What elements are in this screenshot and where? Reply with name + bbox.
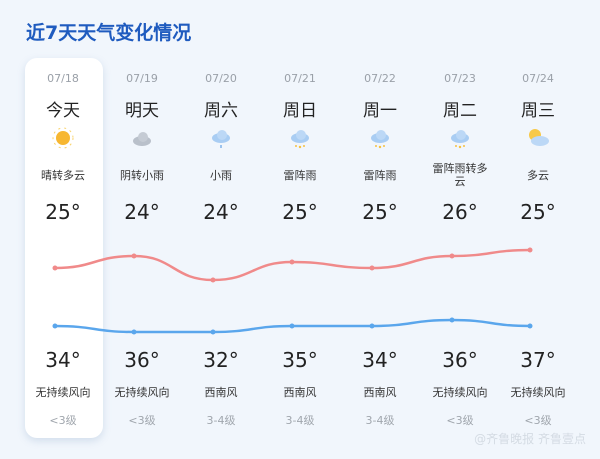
wind-level: <3级 (524, 414, 552, 427)
wind-level: 3-4级 (206, 414, 236, 427)
weather-description: 多云 (498, 158, 578, 192)
weekday-label: 明天 (125, 101, 159, 121)
high-temperature: 37° (520, 348, 556, 372)
thunderstorm-icon (291, 130, 309, 149)
high-temp-point (210, 277, 216, 283)
wind-level: <3级 (446, 414, 474, 427)
weekday-label: 周六 (204, 101, 238, 121)
weather-description-text: 小雨 (210, 168, 232, 182)
date-label: 07/18 (47, 72, 79, 85)
wind-direction: 无持续风向 (114, 386, 170, 399)
weekday-label: 周一 (363, 101, 397, 121)
high-temperature: 35° (282, 348, 318, 372)
high-temperature: 36° (442, 348, 478, 372)
high-temperature: 36° (124, 348, 160, 372)
wind-level: 3-4级 (365, 414, 395, 427)
date-label: 07/20 (205, 72, 237, 85)
weather-description: 雷阵雨 (340, 158, 420, 192)
low-temperature: 26° (442, 200, 478, 224)
wind-level: <3级 (49, 414, 77, 427)
date-label: 07/23 (444, 72, 476, 85)
date-label: 07/24 (522, 72, 554, 85)
weather-description-text: 雷阵雨 (283, 168, 317, 182)
low-temperature: 25° (362, 200, 398, 224)
low-temp-point (527, 323, 533, 329)
low-temperature: 24° (203, 200, 239, 224)
weather-description: 小雨 (181, 158, 261, 192)
low-temperature: 24° (124, 200, 160, 224)
watermark: @齐鲁晚报 齐鲁壹点 (474, 432, 586, 446)
low-temp-point (52, 323, 58, 329)
weather-description: 阴转小雨 (102, 158, 182, 192)
high-temp-point (52, 265, 58, 271)
weather-description-text: 阴转小雨 (120, 168, 164, 182)
high-temp-point (449, 253, 455, 259)
weekday-label: 周二 (443, 101, 477, 121)
weather-description: 雷阵雨 (260, 158, 340, 192)
weather-description-text: 雷阵雨转多云 (432, 162, 488, 188)
partly-cloudy-icon (529, 129, 549, 146)
wind-direction: 无持续风向 (432, 386, 488, 399)
overcast-icon (133, 132, 151, 146)
high-temp-point (369, 265, 375, 271)
high-temp-point (131, 253, 137, 259)
low-temp-point (289, 323, 295, 329)
high-temperature: 34° (362, 348, 398, 372)
low-temp-point (369, 323, 375, 329)
wind-direction: 无持续风向 (510, 386, 566, 399)
wind-direction: 西南风 (283, 386, 317, 399)
day-column[interactable]: 07/18 今天 晴转多云 25° 34° 无持续风向 <3级 (23, 58, 103, 438)
thunderstorm-icon (451, 130, 469, 149)
low-temperature: 25° (520, 200, 556, 224)
day-column[interactable]: 07/24 周三 多云 25° 37° 无持续风向 <3级 (498, 58, 578, 438)
wind-level: <3级 (128, 414, 156, 427)
date-label: 07/22 (364, 72, 396, 85)
weather-description-text: 晴转多云 (41, 168, 85, 182)
wind-direction: 无持续风向 (35, 386, 91, 399)
low-temperature: 25° (45, 200, 81, 224)
today-highlight-card (25, 58, 103, 438)
high-temp-point (527, 247, 533, 253)
wind-direction: 西南风 (204, 386, 238, 399)
low-temperature: 25° (282, 200, 318, 224)
weekday-label: 今天 (46, 101, 80, 121)
low-temp-point (131, 329, 137, 335)
low-temp-point (210, 329, 216, 335)
thunderstorm-icon (371, 130, 389, 149)
day-column[interactable]: 07/19 明天 阴转小雨 24° 36° 无持续风向 <3级 (102, 58, 182, 438)
weather-description: 晴转多云 (23, 158, 103, 192)
high-temperature: 34° (45, 348, 81, 372)
high-temp-point (289, 259, 295, 265)
date-label: 07/21 (284, 72, 316, 85)
sunny-icon (52, 127, 74, 149)
page-title: 近7天天气变化情况 (26, 22, 192, 44)
day-column[interactable]: 07/20 周六 小雨 24° 32° 西南风 3-4级 (181, 58, 261, 438)
weather-description-text: 雷阵雨 (363, 168, 397, 182)
day-column[interactable]: 07/21 周日 雷阵雨 25° 35° 西南风 3-4级 (260, 58, 340, 438)
weekday-label: 周三 (521, 101, 555, 121)
high-temperature: 32° (203, 348, 239, 372)
weekday-label: 周日 (283, 101, 317, 121)
weather-description: 雷阵雨转多云 (420, 158, 500, 192)
day-column[interactable]: 07/23 周二 雷阵雨转多云 26° 36° 无持续风向 <3级 (420, 58, 500, 438)
wind-level: 3-4级 (285, 414, 315, 427)
weather-description-text: 多云 (527, 168, 549, 182)
wind-direction: 西南风 (363, 386, 397, 399)
date-label: 07/19 (126, 72, 158, 85)
day-column[interactable]: 07/22 周一 雷阵雨 25° 34° 西南风 3-4级 (340, 58, 420, 438)
light-rain-icon (212, 130, 230, 148)
low-temp-point (449, 317, 455, 323)
